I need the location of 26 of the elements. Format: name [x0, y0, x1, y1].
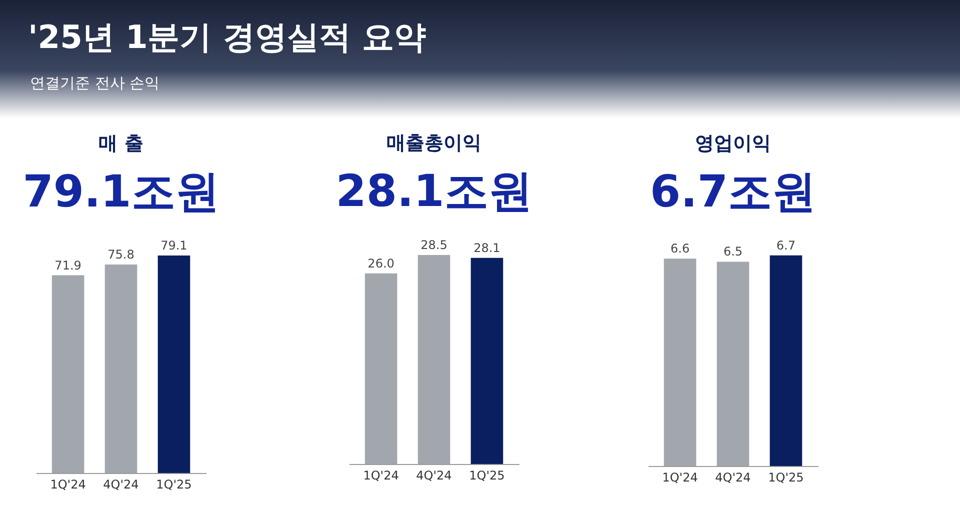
x-tick-label: 4Q'24 — [416, 468, 452, 482]
chart-subtitle: 79.1조원 — [22, 166, 219, 218]
data-label: 28.1 — [474, 240, 500, 255]
x-tick-label: 1Q'25 — [156, 478, 192, 492]
x-tick-label: 1Q'25 — [469, 468, 505, 482]
data-label: 79.1 — [160, 238, 187, 252]
data-label: 71.9 — [54, 258, 82, 272]
text: 연결기준 전사 손익 — [30, 74, 161, 93]
chart-subtitle: 6.7조원 — [650, 166, 816, 218]
data-label: 6.5 — [724, 244, 743, 259]
x-tick-label: 4Q'24 — [102, 478, 138, 492]
x-tick-label: 1Q'25 — [768, 470, 804, 484]
data-label: 26.0 — [368, 256, 394, 270]
data-label: 75.8 — [107, 248, 134, 262]
chart-subtitle: 28.1조원 — [336, 166, 532, 217]
data-label: 28.5 — [420, 238, 448, 252]
data-label: 6.6 — [670, 242, 690, 256]
chart-title: 매 출 — [98, 132, 143, 154]
x-tick-label: 4Q'24 — [715, 470, 752, 484]
x-tick-label: 1Q'24 — [363, 468, 399, 482]
text: '25년 1분기 경영실적 요약 — [28, 17, 428, 58]
chart-title: 매출총이익 — [386, 132, 482, 154]
chart-title: 영업이익 — [695, 132, 772, 154]
x-tick-label: 1Q'24 — [662, 470, 698, 484]
x-tick-label: 1Q'24 — [50, 478, 86, 492]
data-label: 6.7 — [776, 238, 796, 252]
